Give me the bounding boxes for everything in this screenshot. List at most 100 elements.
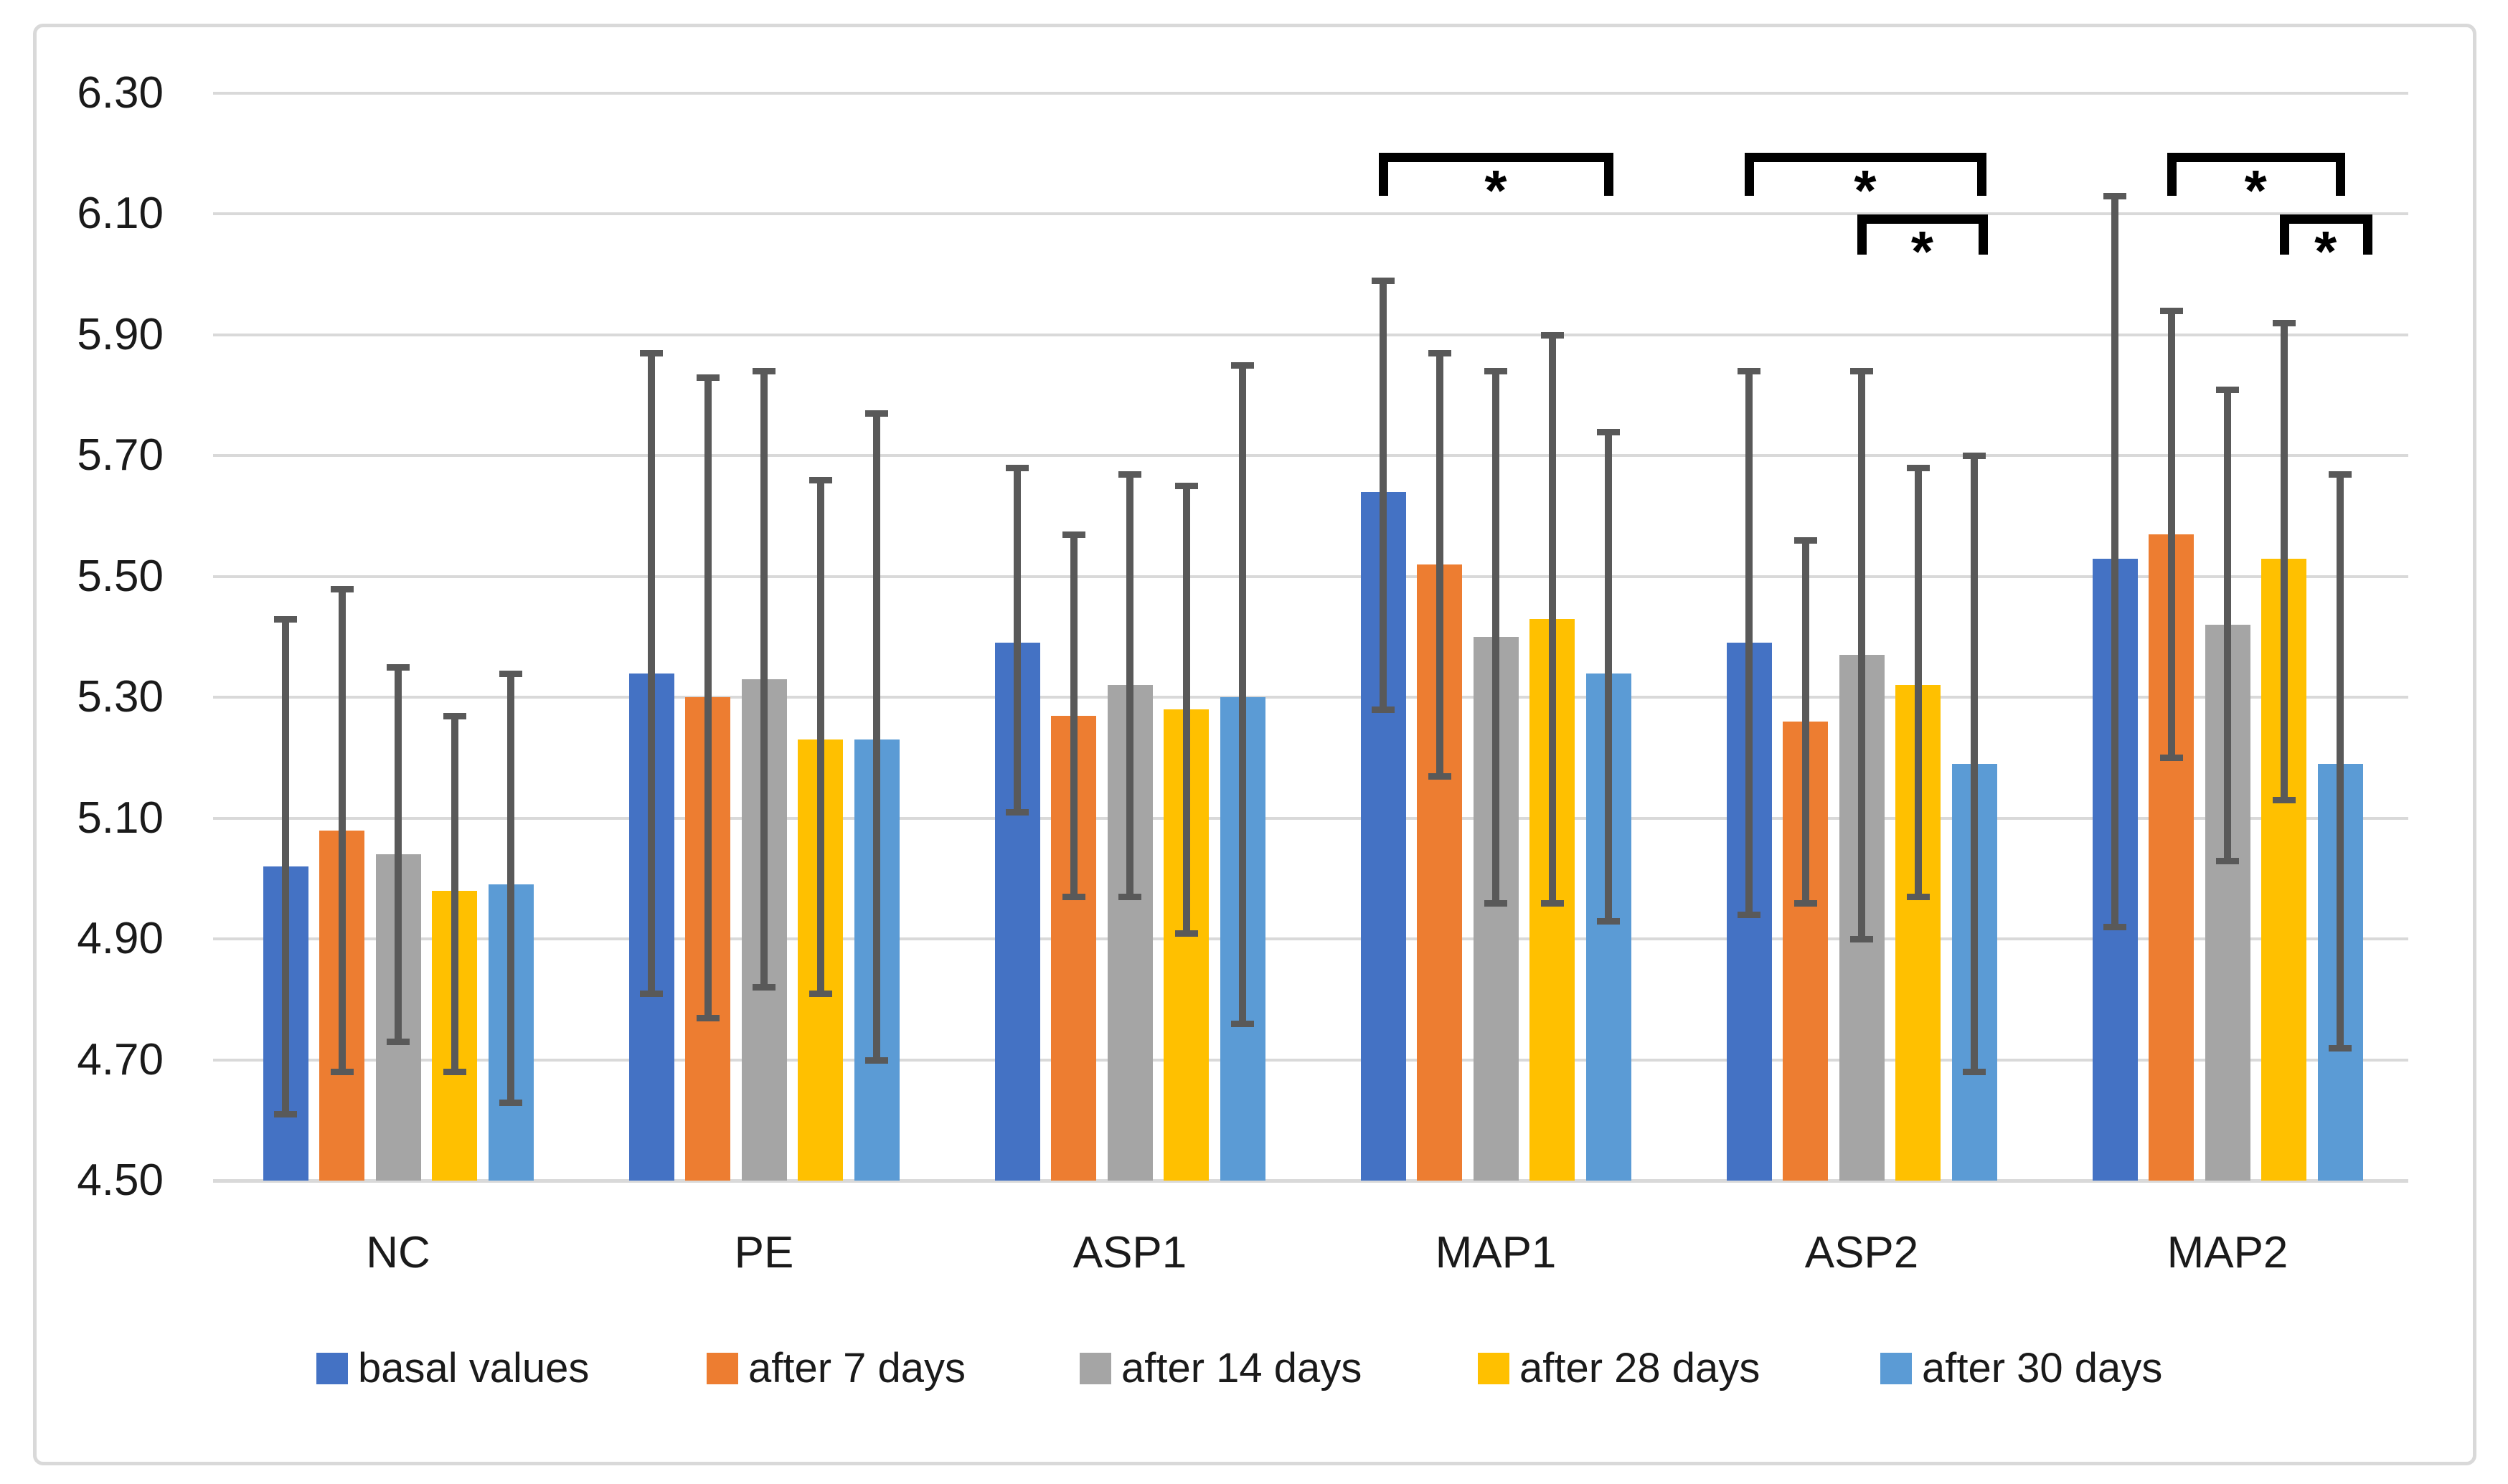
y-gridline — [213, 454, 2408, 458]
significance-bracket-top — [1857, 214, 1988, 224]
x-axis-category-label: NC — [366, 1228, 430, 1277]
legend-swatch — [316, 1353, 348, 1384]
error-bar-top-cap — [1906, 465, 1930, 472]
y-gridline — [213, 696, 2408, 699]
x-axis-category-label: PE — [734, 1228, 794, 1277]
error-bar-bottom-cap — [2216, 857, 2239, 864]
x-axis-category-label: MAP2 — [2167, 1228, 2288, 1277]
error-bar-bottom-cap — [2159, 755, 2183, 762]
y-gridline — [213, 333, 2408, 336]
y-axis-tick-label: 5.30 — [77, 672, 164, 722]
error-bar — [2337, 473, 2344, 1048]
error-bar-bottom-cap — [1174, 930, 1198, 937]
error-bar-top-cap — [1793, 537, 1817, 544]
significance-asterisk: * — [1484, 159, 1507, 222]
y-gridline — [213, 1058, 2408, 1062]
significance-bracket-right-arm — [2363, 214, 2372, 255]
error-bar-bottom-cap — [1906, 894, 1930, 901]
error-bar-top-cap — [1372, 278, 1395, 285]
legend-swatch — [1478, 1353, 1509, 1384]
error-bar-top-cap — [387, 664, 410, 671]
error-bar-bottom-cap — [1231, 1021, 1254, 1028]
legend-label: after 14 days — [1121, 1345, 1362, 1391]
significance-bracket-right-arm — [1977, 153, 1986, 196]
error-bar — [1548, 334, 1556, 903]
error-bar-top-cap — [1428, 350, 1451, 357]
y-axis-tick-label: 5.10 — [77, 793, 164, 843]
error-bar-bottom-cap — [274, 1111, 297, 1118]
x-axis-line — [213, 1179, 2408, 1183]
error-bar — [1070, 534, 1078, 897]
significance-asterisk: * — [2314, 219, 2337, 283]
significance-bracket-left-arm — [2167, 153, 2177, 196]
error-bar-top-cap — [1540, 331, 1564, 339]
error-bar-bottom-cap — [1006, 809, 1029, 816]
y-axis-tick-label: 4.50 — [77, 1155, 164, 1205]
error-bar — [451, 715, 458, 1072]
error-bar-bottom-cap — [696, 1014, 720, 1021]
error-bar — [1126, 473, 1133, 897]
error-bar-bottom-cap — [1793, 899, 1817, 907]
error-bar — [873, 413, 880, 1060]
error-bar — [1014, 468, 1021, 813]
legend-item: after 7 days — [707, 1347, 1051, 1390]
error-bar-top-cap — [1006, 465, 1029, 472]
error-bar-bottom-cap — [808, 990, 832, 997]
significance-asterisk: * — [2244, 159, 2267, 222]
legend-item: after 28 days — [1478, 1347, 1822, 1390]
error-bar — [1858, 371, 1865, 940]
y-gridline — [213, 575, 2408, 578]
y-axis-tick-label: 4.70 — [77, 1034, 164, 1084]
error-bar-bottom-cap — [1484, 899, 1507, 907]
error-bar-bottom-cap — [2103, 924, 2126, 931]
error-bar-top-cap — [1118, 471, 1141, 478]
significance-asterisk: * — [1910, 219, 1934, 283]
error-bar-top-cap — [1963, 453, 1986, 460]
error-bar-top-cap — [330, 585, 354, 592]
error-bar-bottom-cap — [1738, 912, 1760, 919]
error-bar-bottom-cap — [2272, 797, 2296, 804]
error-bar-top-cap — [640, 350, 663, 357]
error-bar-bottom-cap — [499, 1099, 522, 1106]
error-bar-bottom-cap — [1118, 894, 1141, 901]
x-axis-category-label: ASP1 — [1072, 1228, 1187, 1277]
significance-bracket-top — [2167, 153, 2345, 162]
y-gridline — [213, 937, 2408, 941]
error-bar-bottom-cap — [753, 984, 776, 991]
error-bar — [1239, 365, 1246, 1024]
error-bar-bottom-cap — [330, 1069, 354, 1076]
significance-bracket-left-arm — [1857, 214, 1867, 255]
error-bar-top-cap — [2272, 320, 2296, 327]
error-bar — [2224, 389, 2231, 861]
significance-bracket-top — [2279, 214, 2372, 224]
error-bar — [2280, 323, 2288, 800]
error-bar — [1971, 455, 1978, 1072]
significance-bracket-right-arm — [1604, 153, 1613, 196]
error-bar-bottom-cap — [2329, 1044, 2352, 1051]
error-bar-top-cap — [499, 670, 522, 677]
significance-bracket-left-arm — [1745, 153, 1754, 196]
error-bar-top-cap — [1850, 368, 1873, 375]
x-axis-category-label: MAP1 — [1435, 1228, 1557, 1277]
error-bar-bottom-cap — [1850, 936, 1873, 943]
error-bar-top-cap — [2216, 386, 2239, 393]
error-bar-bottom-cap — [1428, 772, 1451, 780]
y-axis-tick-label: 5.70 — [77, 430, 164, 481]
legend-label: after 7 days — [748, 1345, 966, 1391]
error-bar — [1914, 468, 1922, 897]
significance-bracket-top — [1379, 153, 1613, 162]
error-bar-top-cap — [696, 374, 720, 381]
error-bar — [704, 377, 712, 1018]
chart-border — [33, 24, 2476, 1465]
error-bar-top-cap — [1062, 531, 1085, 538]
error-bar — [2167, 311, 2175, 758]
error-bar-top-cap — [865, 410, 888, 417]
error-bar-top-cap — [1484, 368, 1507, 375]
error-bar-top-cap — [443, 712, 466, 719]
legend-label: after 30 days — [1922, 1345, 2163, 1391]
error-bar-top-cap — [1597, 428, 1620, 435]
error-bar — [1745, 371, 1753, 915]
error-bar — [648, 353, 655, 993]
legend-label: after 28 days — [1519, 1345, 1760, 1391]
